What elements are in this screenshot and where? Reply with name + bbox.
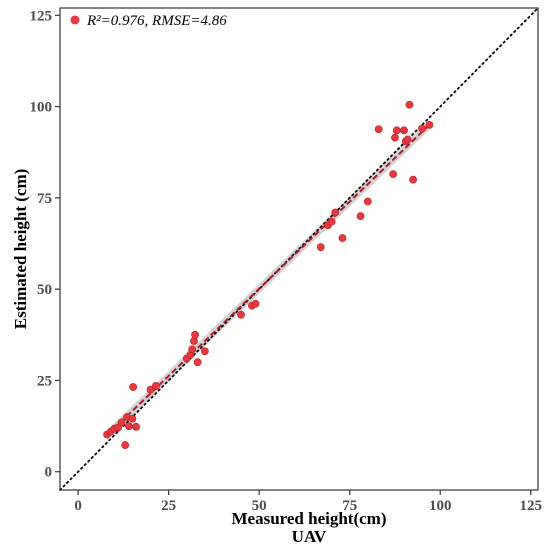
- y-tick-label: 75: [37, 191, 52, 207]
- data-point: [331, 208, 340, 217]
- x-tick-label: 25: [161, 498, 176, 514]
- data-point: [356, 212, 365, 221]
- x-tick-label: 50: [252, 498, 267, 514]
- y-axis-title: Estimated height (cm): [11, 169, 30, 330]
- data-point: [338, 234, 347, 242]
- y-tick-label: 0: [45, 465, 53, 481]
- y-tick-label: 125: [30, 8, 53, 24]
- x-axis-title: Measured height(cm): [231, 509, 386, 528]
- data-point: [193, 358, 202, 367]
- data-point: [128, 414, 137, 423]
- data-point: [152, 382, 160, 390]
- data-point: [117, 418, 126, 427]
- x-tick-label: 0: [74, 498, 82, 514]
- data-point: [400, 126, 408, 135]
- y-tick-label: 25: [37, 373, 52, 389]
- data-point: [188, 345, 197, 354]
- reference-line-layer: [59, 7, 539, 491]
- x-tick-label: 75: [342, 498, 357, 514]
- data-point: [392, 126, 401, 135]
- data-point: [200, 347, 209, 356]
- data-point: [316, 243, 325, 252]
- data-point: [425, 120, 434, 129]
- plot-frame: [59, 7, 539, 491]
- data-point: [129, 383, 138, 391]
- reference-line: [59, 7, 539, 491]
- legend-text: R²=0.976, RMSE=4.86: [86, 13, 227, 29]
- x-tick-label: 125: [520, 498, 543, 514]
- fit-line-layer: [106, 124, 431, 436]
- legend-marker: [70, 15, 80, 25]
- data-point: [121, 441, 130, 449]
- data-point: [363, 197, 372, 206]
- data-point: [132, 422, 140, 431]
- data-point: [374, 125, 383, 134]
- data-point: [391, 133, 399, 142]
- data-point: [124, 422, 133, 430]
- x-axis-subtitle: UAV: [292, 527, 327, 546]
- data-point: [251, 299, 260, 308]
- data-point: [146, 385, 155, 394]
- data-point: [403, 135, 412, 144]
- y-tick-label: 50: [37, 282, 52, 298]
- fit-line: [106, 124, 431, 436]
- x-tick-label: 100: [429, 498, 452, 514]
- data-point: [327, 217, 336, 226]
- data-point: [409, 175, 417, 184]
- legend: R²=0.976, RMSE=4.86: [70, 13, 227, 29]
- data-point: [389, 170, 398, 179]
- data-point: [191, 330, 199, 339]
- y-tick-label: 100: [30, 100, 53, 116]
- points-layer: [103, 100, 434, 449]
- ticks-layer: 0 25 50 75 100 125 0 25 50 75 100 125: [30, 8, 543, 514]
- data-point: [418, 124, 427, 133]
- data-point: [237, 310, 245, 319]
- data-point: [405, 100, 414, 109]
